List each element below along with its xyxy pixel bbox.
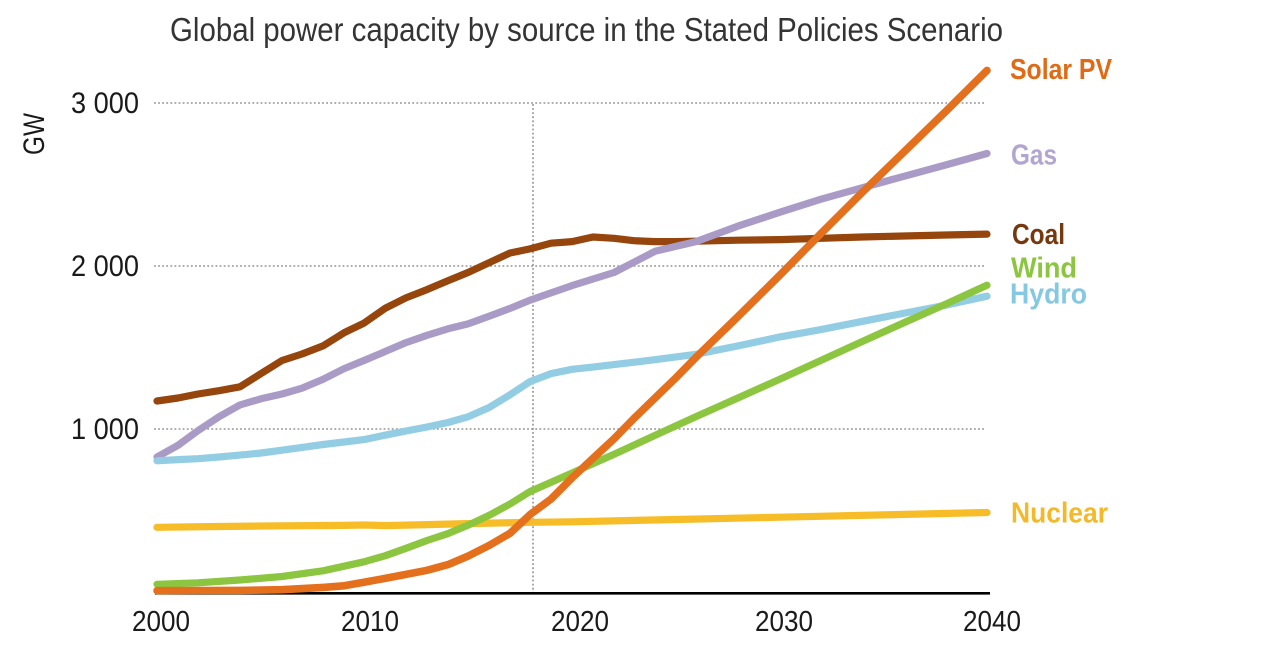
svg-text:Gas: Gas xyxy=(1011,140,1057,172)
svg-text:Coal: Coal xyxy=(1012,219,1065,251)
svg-text:Nuclear: Nuclear xyxy=(1011,498,1108,530)
svg-text:Global power capacity by sourc: Global power capacity by source in the S… xyxy=(170,11,1003,48)
svg-text:3 000: 3 000 xyxy=(71,87,139,120)
svg-text:2020: 2020 xyxy=(551,606,609,638)
svg-text:Hydro: Hydro xyxy=(1010,279,1087,311)
svg-text:2010: 2010 xyxy=(341,606,399,638)
svg-text:Solar PV: Solar PV xyxy=(1010,54,1113,86)
svg-text:2 000: 2 000 xyxy=(71,250,139,283)
svg-text:2000: 2000 xyxy=(132,606,190,638)
svg-text:2030: 2030 xyxy=(755,606,813,638)
svg-text:GW: GW xyxy=(18,112,51,155)
svg-text:Wind: Wind xyxy=(1011,253,1077,285)
svg-text:2040: 2040 xyxy=(963,606,1021,638)
svg-text:1 000: 1 000 xyxy=(71,413,139,446)
